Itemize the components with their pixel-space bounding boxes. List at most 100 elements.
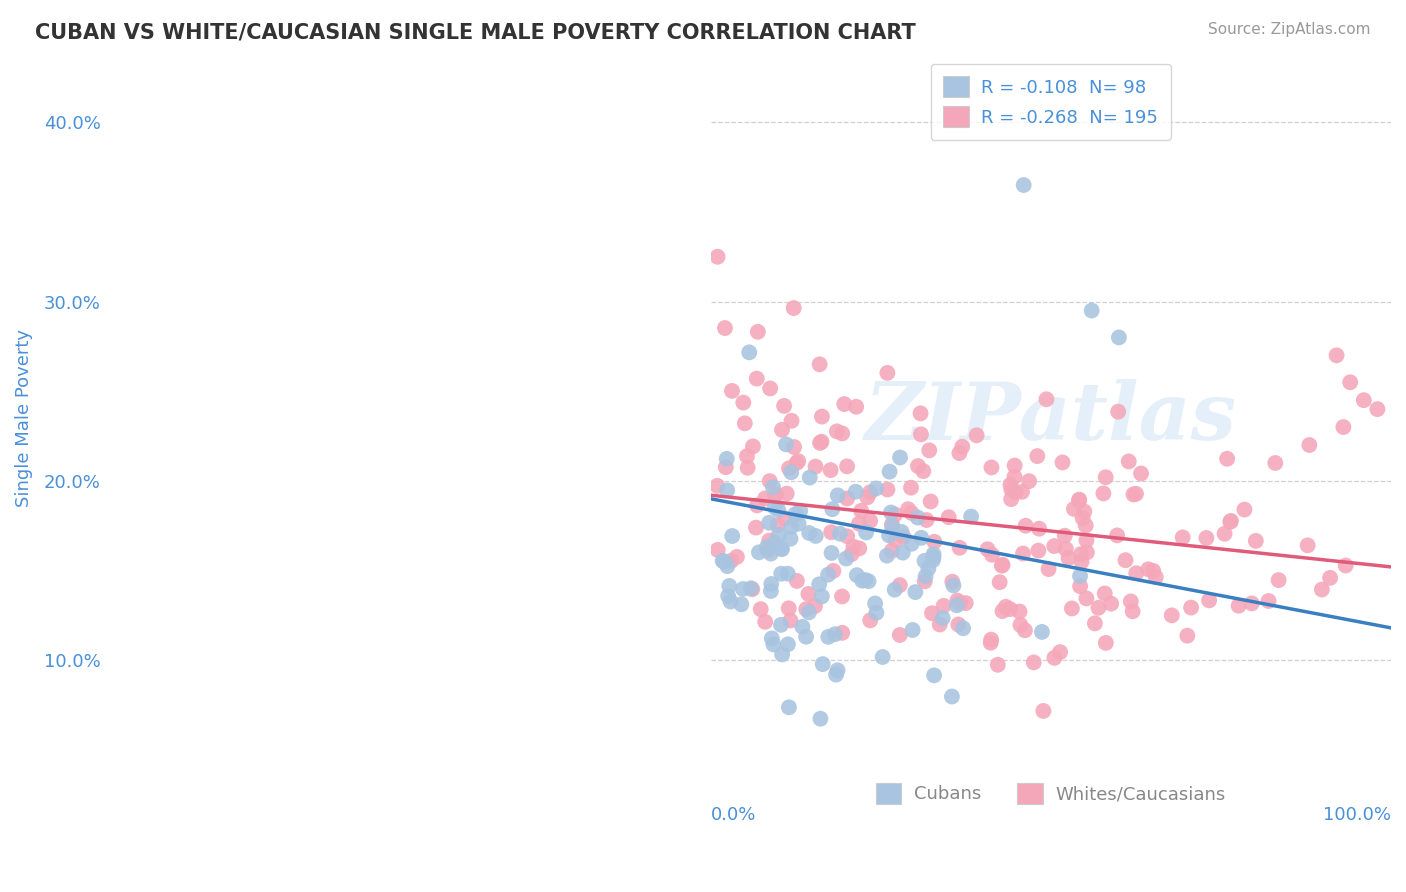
Point	[941, 574, 963, 589]
Point	[725, 549, 748, 564]
Point	[717, 589, 740, 603]
Point	[920, 494, 942, 508]
Point	[1012, 178, 1035, 192]
Point	[889, 450, 911, 465]
Point	[1095, 636, 1118, 650]
Point	[987, 657, 1010, 672]
Point	[780, 466, 803, 480]
Point	[998, 602, 1021, 616]
Point	[832, 397, 855, 411]
Point	[716, 451, 738, 466]
Point	[770, 648, 793, 662]
Point	[1004, 458, 1026, 473]
Point	[1367, 402, 1389, 417]
Point	[828, 526, 851, 541]
Point	[946, 593, 969, 607]
Point	[1233, 502, 1256, 516]
Point	[1092, 486, 1115, 500]
Point	[900, 481, 922, 495]
Point	[883, 582, 905, 597]
Point	[799, 470, 821, 484]
Point	[848, 516, 870, 531]
Text: CUBAN VS WHITE/CAUCASIAN SINGLE MALE POVERTY CORRELATION CHART: CUBAN VS WHITE/CAUCASIAN SINGLE MALE POV…	[35, 22, 915, 42]
Point	[991, 558, 1014, 573]
Point	[716, 559, 738, 574]
Point	[931, 611, 953, 625]
Point	[960, 509, 983, 524]
Point	[762, 637, 785, 651]
Point	[1125, 487, 1147, 501]
Point	[811, 657, 834, 672]
Point	[779, 614, 801, 628]
Point	[1074, 518, 1097, 533]
Point	[858, 574, 880, 589]
Point	[835, 459, 858, 474]
Point	[776, 486, 799, 500]
Point	[755, 540, 778, 554]
Point	[1267, 573, 1289, 587]
Point	[1073, 504, 1095, 518]
Point	[1118, 454, 1140, 468]
Point	[775, 437, 797, 451]
Point	[741, 582, 763, 597]
Point	[1038, 562, 1060, 576]
Point	[785, 456, 807, 470]
Point	[1067, 494, 1090, 508]
Point	[758, 516, 780, 530]
Point	[810, 712, 832, 726]
Point	[759, 381, 782, 395]
Point	[976, 542, 998, 557]
Point	[1220, 514, 1243, 528]
Point	[1353, 393, 1375, 408]
Point	[1063, 502, 1085, 516]
Point	[897, 502, 920, 516]
Point	[758, 474, 780, 488]
Point	[794, 630, 817, 644]
Point	[714, 460, 737, 475]
Point	[856, 491, 879, 505]
Point	[745, 499, 768, 513]
Point	[821, 502, 844, 516]
Point	[766, 503, 789, 517]
Point	[1334, 558, 1357, 573]
Point	[776, 566, 799, 581]
Point	[738, 345, 761, 359]
Point	[1310, 582, 1333, 597]
Point	[754, 615, 776, 629]
Text: 0.0%: 0.0%	[711, 806, 756, 824]
Point	[1180, 600, 1202, 615]
Point	[776, 637, 799, 651]
Point	[780, 414, 803, 428]
Point	[794, 602, 817, 616]
Point	[863, 597, 886, 611]
Point	[1014, 518, 1036, 533]
Point	[759, 584, 782, 599]
Point	[1240, 596, 1263, 610]
Point	[734, 417, 756, 431]
Point	[820, 463, 842, 477]
Point	[1219, 515, 1241, 529]
Point	[922, 547, 945, 561]
Point	[952, 621, 974, 635]
Point	[890, 524, 912, 539]
Point	[1094, 470, 1116, 484]
Point	[825, 425, 848, 439]
Point	[780, 520, 803, 534]
Point	[1076, 591, 1098, 606]
Point	[808, 577, 831, 591]
Point	[1035, 392, 1057, 407]
Point	[948, 446, 970, 460]
Point	[721, 529, 744, 543]
Point	[1108, 330, 1130, 344]
Point	[1175, 629, 1198, 643]
Point	[880, 543, 903, 558]
Point	[845, 568, 868, 582]
Point	[1069, 569, 1091, 583]
Point	[988, 575, 1011, 590]
Point	[1014, 624, 1036, 638]
Point	[837, 529, 859, 543]
Point	[966, 428, 988, 442]
Point	[882, 519, 904, 533]
Point	[1069, 579, 1091, 593]
Point	[792, 620, 814, 634]
